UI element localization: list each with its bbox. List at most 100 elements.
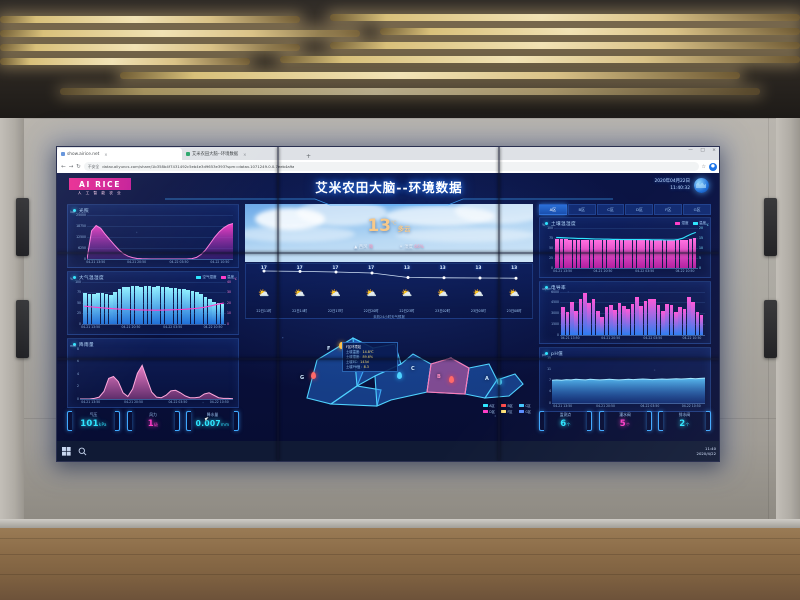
zone-tab-B区[interactable]: B区 (567, 204, 596, 215)
chart-bar (613, 310, 617, 335)
forecast-item[interactable]: 13 ⛅ 23日08时 (496, 264, 532, 318)
chart-bar (177, 288, 182, 324)
forecast-columns: 17 ⛅ 22日11时 17 ⛅ 22日14时 17 ⛅ 22日17时 17 ⛅ 22日20时 13 ⛅ 2… (246, 264, 532, 318)
forecast-time: 22日11时 (256, 309, 272, 313)
zone-tab-F区[interactable]: F区 (654, 204, 683, 215)
tab-close-icon[interactable]: × (104, 151, 108, 157)
chart-bar (669, 305, 674, 335)
taskbar-time: 11:40 (705, 445, 716, 451)
forecast-item[interactable]: 17 ⛅ 22日14时 (282, 264, 318, 318)
map-legend-item[interactable]: F区 (500, 409, 513, 414)
zone-label-a[interactable]: A (485, 376, 489, 382)
taskbar-clock[interactable]: 11:40 2020/4/22 (697, 446, 716, 456)
globe-icon (694, 178, 709, 193)
legend-swatch (692, 222, 698, 225)
map-legend-item[interactable]: A区 (482, 403, 495, 408)
chart-bar (591, 299, 596, 335)
taskbar-date: 2020/4/22 (696, 451, 716, 456)
zone-label-g[interactable]: G (300, 375, 305, 381)
zone-tab-A区[interactable]: A区 (539, 204, 567, 215)
zone-tab-D区[interactable]: D区 (625, 204, 654, 215)
y-axis-unit: us/cm (542, 286, 552, 291)
windows-taskbar: 11:40 2020/4/22 (57, 441, 719, 461)
weather-description: 多云 (397, 225, 411, 233)
map-pin-c[interactable] (397, 372, 402, 379)
back-icon[interactable]: ← (61, 163, 66, 170)
chart-bar (691, 301, 695, 335)
reload-icon[interactable]: ↻ (76, 163, 81, 170)
panel-light: 光照 lux 25000 18750 12500 6250 0 04-21 13… (67, 204, 239, 268)
profile-avatar[interactable]: ● (709, 162, 717, 171)
forecast-item[interactable]: 17 ⛅ 22日11时 (246, 264, 282, 318)
map-pin-b[interactable] (449, 376, 454, 383)
chart-bar (164, 287, 169, 324)
chart-bar (600, 317, 604, 335)
y-tick: 100 (547, 225, 553, 230)
zone-tab-bar[interactable]: A区 B区 C区 D区 F区 G区 (539, 204, 711, 215)
y-tick: 100 (75, 279, 81, 284)
zone-tab-C区[interactable]: C区 (596, 204, 625, 215)
windows-icon[interactable] (62, 446, 71, 456)
browser-tab-2[interactable]: 艾米农田大脑--环境数据 × (182, 148, 302, 160)
y2-tick: 15 (699, 235, 703, 240)
y2-tick: 20 (227, 300, 231, 305)
new-tab-button[interactable]: + (306, 153, 312, 160)
y2-tick: 30 (227, 290, 231, 294)
temp-unit: ℃ (391, 220, 397, 227)
y-tick: 4500 (551, 300, 559, 305)
legend-item[interactable]: 空气湿度 (196, 275, 217, 280)
map-legend-item[interactable]: B区 (500, 403, 513, 408)
atmosphere-bar-series (82, 282, 226, 324)
logo-tagline: 人 工 智 能 农 业 (77, 191, 123, 196)
page-title: 艾米农田大脑--环境数据 (315, 180, 463, 195)
tooltip-value: 8.3 (363, 364, 369, 369)
map-pin-a[interactable] (497, 378, 502, 385)
zone-label-b[interactable]: B (437, 374, 441, 380)
field-map[interactable]: F G C B A F区环境站 土壤温度：14.8℃ 土壤湿度：89.6% 土壤… (245, 320, 533, 415)
x-tick: 04-21 13:50 (81, 399, 101, 404)
legend-item[interactable]: 湿度 (675, 221, 689, 226)
bookmark-star-icon[interactable]: ☆ (701, 163, 706, 170)
forecast-item[interactable]: 17 ⛅ 22日20时 (353, 264, 389, 318)
rainfall-area-series (80, 349, 233, 399)
zone-tab-G区[interactable]: G区 (683, 204, 711, 215)
stat-drain-valves: 排水阀 2个 (658, 410, 711, 432)
legend-item[interactable]: 温度 (220, 275, 234, 280)
window-controls[interactable]: — □ × (688, 148, 719, 153)
stat-number: 0.007 (195, 419, 221, 428)
forecast-time: 23日02时 (435, 309, 451, 313)
tab-close-icon[interactable]: × (243, 151, 247, 157)
search-icon[interactable] (78, 447, 87, 456)
tooltip-title: F区环境站 (346, 345, 362, 349)
address-bar[interactable]: 不安全 datav.aliyuncs.com/share/1b358b4f743… (83, 162, 699, 171)
legend-item[interactable]: 温度 (692, 221, 706, 226)
map-pin-f[interactable] (339, 342, 344, 349)
stat-value: 5个 (599, 419, 652, 429)
x-tick: 04-22 10:50 (675, 268, 695, 273)
chart-bar (109, 294, 113, 324)
zone-label-c[interactable]: C (411, 366, 415, 372)
forward-icon[interactable]: → (68, 163, 74, 170)
panel-title: 大气温湿度 (79, 275, 104, 281)
map-legend-item[interactable]: G区 (518, 409, 531, 414)
map-legend-item[interactable]: C区 (518, 403, 531, 408)
forecast-item[interactable]: 13 ⛅ 23日05时 (461, 264, 497, 318)
y-tick: 75 (77, 290, 81, 294)
forecast-item[interactable]: 13 ⛅ 22日23时 (389, 264, 425, 318)
y-tick: 8 (77, 346, 79, 351)
x-tick: 04-21 20:50 (124, 399, 143, 404)
chart-bar (630, 303, 635, 335)
y-tick: 25000 (76, 212, 86, 217)
forecast-item[interactable]: 17 ⛅ 22日17时 (318, 264, 354, 318)
forecast-time: 23日08时 (506, 309, 522, 313)
zone-label-f[interactable]: F (327, 346, 331, 352)
stat-unit: 个 (566, 422, 571, 427)
partly-cloudy-icon: ⛅ (294, 289, 306, 299)
map-legend-item[interactable]: D区 (482, 409, 495, 414)
security-indicator[interactable]: 不安全 (87, 163, 100, 169)
map-pin-g[interactable] (311, 372, 316, 379)
forecast-item[interactable]: 13 ⛅ 23日02时 (425, 264, 461, 318)
browser-tab-1[interactable]: show.airice.net × (57, 148, 182, 160)
atmosphere-line-series (82, 282, 226, 324)
